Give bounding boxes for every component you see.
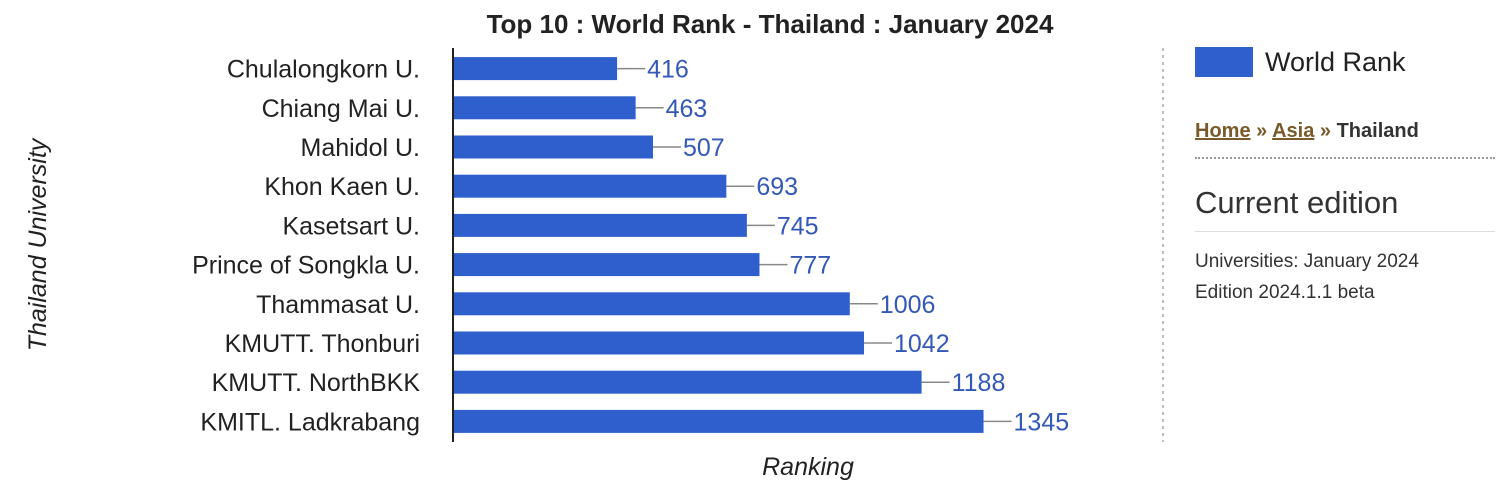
bar (453, 409, 984, 433)
value-label: 463 (666, 95, 708, 123)
side-panel: World Rank Home » Asia » Thailand Curren… (1195, 42, 1495, 308)
value-label: 416 (647, 56, 689, 84)
value-label: 1188 (952, 369, 1006, 397)
category-label: Mahidol U. (301, 134, 421, 162)
breadcrumb-separator: » (1256, 120, 1268, 142)
edition-line-version: Edition 2024.1.1 beta (1195, 282, 1375, 303)
breadcrumb-current: Thailand (1336, 120, 1419, 142)
category-label: Khon Kaen U. (264, 173, 420, 201)
bar (453, 96, 636, 120)
bar (453, 174, 727, 198)
category-label: KMUTT. NorthBKK (212, 369, 421, 397)
bar (453, 213, 747, 237)
value-label: 1042 (894, 330, 950, 358)
value-label: 777 (789, 252, 831, 280)
bar (453, 57, 618, 81)
breadcrumb-separator: » (1319, 120, 1332, 142)
chart-title: Top 10 : World Rank - Thailand : January… (487, 9, 1054, 39)
edition-line-universities: Universities: January 2024 (1195, 251, 1419, 272)
category-label: Kasetsart U. (282, 212, 420, 240)
category-label: Chulalongkorn U. (227, 56, 420, 84)
value-label: 1345 (1014, 408, 1070, 436)
bar (453, 292, 850, 316)
y-axis-title: Thailand University (24, 137, 52, 351)
bar-chart: Top 10 : World Rank - Thailand : January… (24, 9, 1164, 481)
bar (453, 370, 922, 394)
bar (453, 331, 865, 355)
breadcrumb-asia-link[interactable]: Asia (1272, 120, 1315, 142)
legend-swatch (1195, 47, 1253, 77)
breadcrumb: Home » Asia » Thailand (1195, 120, 1495, 159)
legend-label: World Rank (1265, 46, 1406, 77)
value-label: 507 (683, 134, 725, 162)
edition-info: Universities: January 2024 Edition 2024.… (1195, 246, 1495, 308)
current-edition-heading: Current edition (1195, 185, 1495, 232)
breadcrumb-home-link[interactable]: Home (1195, 120, 1251, 142)
category-label: KMUTT. Thonburi (225, 330, 420, 358)
category-label: Chiang Mai U. (262, 95, 420, 123)
category-label: Prince of Songkla U. (192, 252, 420, 280)
value-label: 693 (756, 173, 798, 201)
bar (453, 253, 760, 277)
category-label: KMITL. Ladkrabang (200, 408, 420, 436)
category-label: Thammasat U. (256, 291, 420, 319)
x-axis-title: Ranking (762, 453, 854, 481)
legend: World Rank (1195, 42, 1495, 82)
bar (453, 135, 653, 159)
value-label: 1006 (880, 291, 936, 319)
value-label: 745 (777, 212, 819, 240)
